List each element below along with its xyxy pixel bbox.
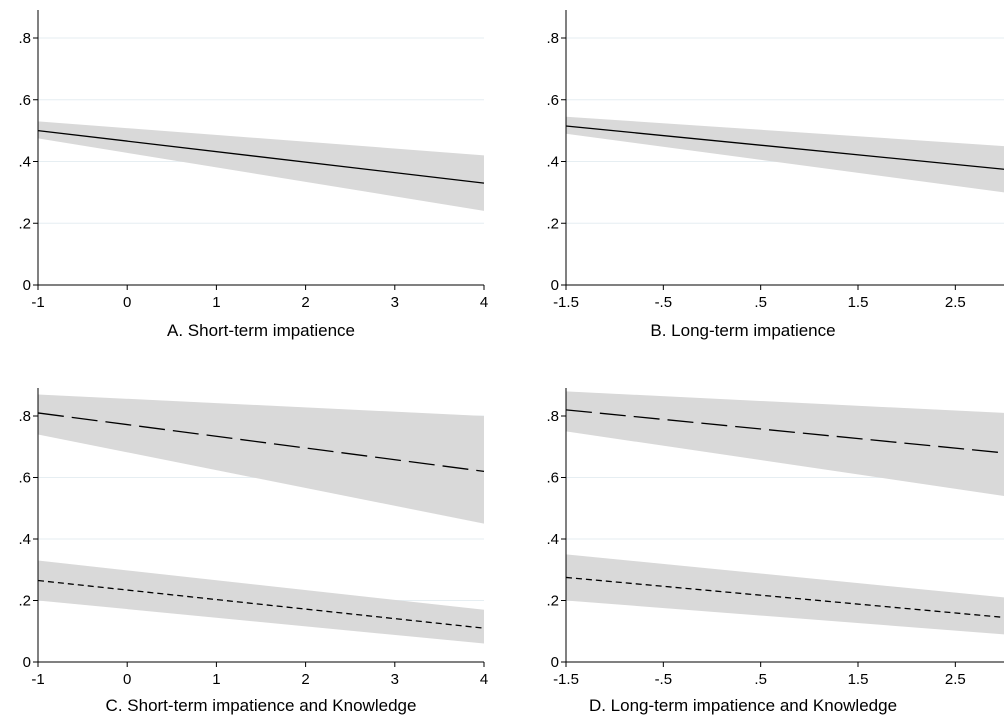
panel-b: 0 .2 .4 .6 .8 -1.5 -.5 .5 1.5 2.5 B. Long-term imp… [546, 10, 1004, 340]
panel-c-y-tick-label: 0 [23, 654, 31, 671]
panel-c-title: C. Short-term impatience and Knowledge [106, 696, 417, 715]
panel-a-confidence-band-1 [38, 121, 484, 211]
panel-a-y-tick-label: 0 [23, 277, 31, 294]
panel-c-x-tick-label: 4 [480, 671, 488, 688]
panel-a-x-tick-label: 3 [391, 294, 399, 311]
panel-d-confidence-band-1 [566, 391, 1004, 496]
panel-d-y-tick-label: 0 [551, 654, 559, 671]
panel-c-estimate-line-1 [37, 412, 485, 472]
panel-d-y-tick-label: .2 [546, 593, 559, 610]
panel-a-x-tick-label: 1 [212, 294, 220, 311]
panel-c: 0.2.4.6.8-1 0 1 2 3 4C. Short-term impatience… [18, 388, 488, 715]
panel-b-x-tick-label: 1.5 [848, 294, 869, 311]
panel-d-confidence-band-2 [566, 554, 1004, 635]
panel-c-x-tick-label: -1 [31, 671, 44, 688]
panel-c-x-tick-label: 2 [301, 671, 309, 688]
panel-c-estimate-line-2 [37, 579, 485, 629]
panel-d-y-tick-label: .6 [546, 470, 559, 487]
panel-b-title: B. Long-term impatience [650, 321, 835, 340]
panel-c-y-tick-label: .8 [18, 408, 31, 425]
panel-c-confidence-band-1 [38, 394, 484, 524]
panel-d-x-tick-label: 2.5 [945, 671, 966, 688]
panel-c-y-tick-label: .4 [18, 531, 31, 548]
panel-a-y-tick-label: .2 [18, 215, 31, 232]
panel-a: 0.2.4.6.8-1 0 1 2 3 4A. Short-term impatience [18, 10, 488, 340]
panel-a-x-tick-label: 4 [480, 294, 488, 311]
panel-c-confidence-band-2 [38, 560, 484, 644]
panel-d-y-tick-label: .8 [546, 408, 559, 425]
panel-d-x-tick-label: .5 [754, 671, 767, 688]
panel-a-y-tick-label: .6 [18, 92, 31, 109]
panel-b-y-tick-label: .6 [546, 92, 559, 109]
panel-d: 0 .2 .4 .6 .8 -1.5 -.5 .5 1.5 2.5 D. Long-term imp… [546, 388, 1004, 715]
panel-a-y-tick-label: .4 [18, 154, 31, 171]
panel-d-x-tick-label: -1.5 [553, 671, 579, 688]
panel-c-y-tick-label: .2 [18, 593, 31, 610]
panel-b-y-tick-label: .8 [546, 30, 559, 47]
panel-b-x-tick-label: -1.5 [553, 294, 579, 311]
panel-a-x-tick-label: 2 [301, 294, 309, 311]
panel-c-x-tick-label: 3 [391, 671, 399, 688]
panel-c-y-tick-label: .6 [18, 470, 31, 487]
panel-a-y-tick-label: .8 [18, 30, 31, 47]
panel-b-x-tick-label: .5 [754, 294, 767, 311]
panel-a-title: A. Short-term impatience [167, 321, 355, 340]
panel-b-confidence-band-1 [566, 116, 1004, 193]
panel-a-estimate-line-1 [37, 129, 485, 184]
panel-d-x-tick-label: 1.5 [848, 671, 869, 688]
panel-a-x-tick-label: -1 [31, 294, 44, 311]
panel-a-x-tick-label: 0 [123, 294, 131, 311]
panel-d-estimate-line-1 [565, 409, 1004, 454]
panel-d-x-tick-label: -.5 [655, 671, 673, 688]
panel-d-title: D. Long-term impatience and Knowledge [589, 696, 897, 715]
panel-d-y-tick-label: .4 [546, 531, 559, 548]
panel-b-y-tick-label: 0 [551, 277, 559, 294]
panel-b-x-tick-label: -.5 [655, 294, 673, 311]
panel-b-estimate-line-1 [565, 125, 1004, 170]
panel-c-x-tick-label: 0 [123, 671, 131, 688]
panel-b-y-tick-label: .2 [546, 215, 559, 232]
panel-c-x-tick-label: 1 [212, 671, 220, 688]
panel-d-estimate-line-2 [565, 576, 1004, 619]
panel-b-x-tick-label: 2.5 [945, 294, 966, 311]
panel-b-y-tick-label: .4 [546, 154, 559, 171]
